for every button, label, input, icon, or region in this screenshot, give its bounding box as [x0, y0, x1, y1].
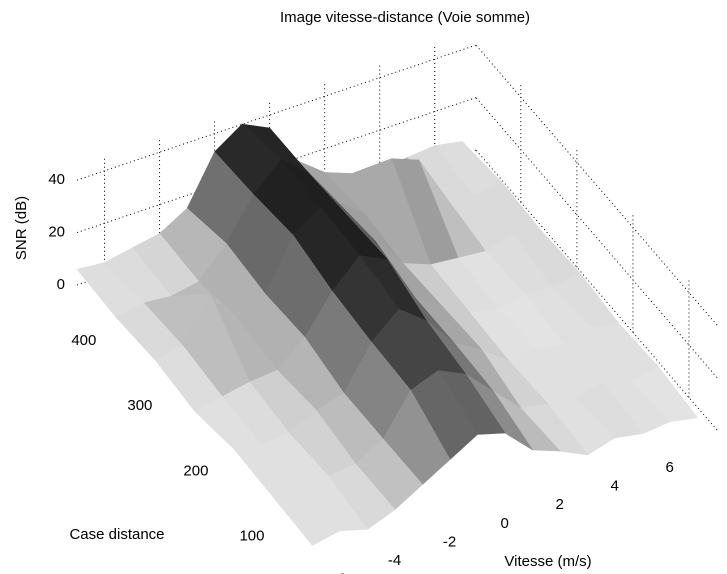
x-tick-label: -6 — [333, 571, 346, 574]
x-axis-label: Vitesse (m/s) — [504, 553, 591, 570]
grid-line — [475, 97, 718, 378]
x-tick-label: -2 — [443, 533, 456, 550]
x-tick-label: -4 — [388, 552, 401, 569]
y-tick-label: 400 — [71, 332, 96, 349]
x-tick-label: 4 — [611, 478, 619, 495]
y-tick-label: 100 — [239, 527, 264, 544]
z-tick-label: 40 — [48, 171, 65, 188]
x-tick-label: 6 — [666, 459, 674, 476]
x-tick-label: 0 — [500, 515, 508, 532]
y-tick-label: 300 — [127, 397, 152, 414]
grid-line — [475, 44, 718, 326]
grid-line — [475, 149, 718, 431]
y-axis-label: Case distance — [69, 526, 164, 543]
chart-title: Image vitesse-distance (Voie somme) — [280, 9, 530, 26]
z-axis-label: SNR (dB) — [13, 196, 30, 260]
z-tick-label: 20 — [48, 224, 65, 241]
z-tick-label: 0 — [57, 276, 65, 293]
surface-patch — [272, 492, 341, 546]
x-tick-label: 2 — [555, 496, 563, 513]
y-tick-label: 200 — [183, 462, 208, 479]
